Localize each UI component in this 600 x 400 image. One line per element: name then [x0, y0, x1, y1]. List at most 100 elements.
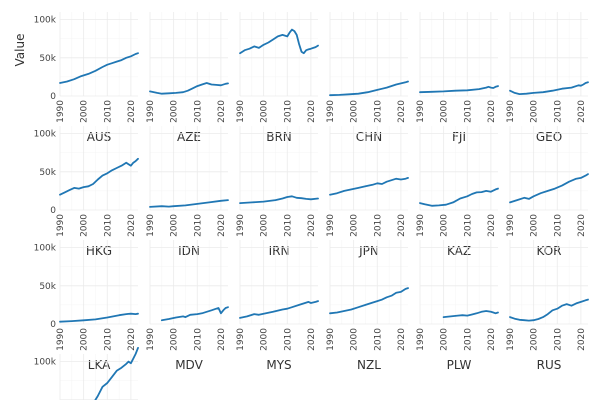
x-tick-label: 2020 — [397, 214, 407, 237]
x-tick-label: 2010 — [283, 214, 293, 237]
x-tick-label: 2000 — [350, 100, 360, 123]
x-tick-label: 2000 — [440, 214, 450, 237]
x-tick-label: 2020 — [217, 100, 227, 123]
x-tick-label: 2020 — [307, 100, 317, 123]
x-tick-label: 1990 — [236, 214, 246, 237]
x-tick-label: 1990 — [416, 328, 426, 351]
facet-title: KOR — [537, 244, 562, 258]
facet-title: MDV — [175, 358, 203, 372]
x-tick-label: 1990 — [326, 214, 336, 237]
facet-title: IRN — [269, 244, 290, 258]
x-tick-label: 2020 — [127, 328, 137, 351]
series-line-mdv — [160, 306, 229, 322]
x-tick-label: 2020 — [487, 100, 497, 123]
x-tick-label: 2010 — [103, 328, 113, 351]
x-tick-label: 2010 — [373, 328, 383, 351]
x-tick-label: 2020 — [397, 100, 407, 123]
y-tick-label: 50k — [39, 54, 56, 64]
series-line-kor — [509, 173, 589, 204]
x-tick-label: 1990 — [416, 214, 426, 237]
x-tick-label: 2020 — [217, 328, 227, 351]
y-tick-label: 0 — [50, 206, 56, 216]
x-tick-label: 2010 — [193, 214, 203, 237]
y-tick-label: 100k — [34, 358, 57, 368]
x-tick-label: 2010 — [283, 100, 293, 123]
x-tick-label: 2010 — [463, 214, 473, 237]
series-line-hkg — [59, 157, 139, 196]
series-line-geo — [509, 81, 589, 95]
x-tick-label: 2000 — [350, 328, 360, 351]
x-tick-label: 2020 — [577, 214, 587, 237]
x-tick-label: 2020 — [217, 214, 227, 237]
x-tick-label: 2010 — [193, 100, 203, 123]
facet-title: RUS — [537, 358, 562, 372]
series-line-jpn — [329, 177, 409, 196]
x-tick-label: 2010 — [373, 214, 383, 237]
x-tick-label: 2000 — [80, 214, 90, 237]
x-tick-label: 2020 — [307, 214, 317, 237]
series-line-nzl — [329, 287, 409, 315]
x-tick-label: 2000 — [260, 100, 270, 123]
x-tick-label: 1990 — [236, 100, 246, 123]
x-tick-label: 2020 — [487, 214, 497, 237]
x-tick-label: 2000 — [260, 328, 270, 351]
y-tick-label: 0 — [50, 320, 56, 330]
x-tick-label: 2000 — [440, 100, 450, 123]
x-tick-label: 1990 — [326, 100, 336, 123]
series-line-fji — [419, 85, 499, 94]
x-tick-label: 2020 — [127, 100, 137, 123]
facet-title: PLW — [447, 358, 472, 372]
y-tick-label: 50k — [39, 168, 56, 178]
facet-title: BRN — [266, 130, 292, 144]
x-tick-label: 2010 — [193, 328, 203, 351]
y-tick-label: 100k — [34, 244, 57, 254]
x-tick-label: 2020 — [487, 328, 497, 351]
y-tick-label: 100k — [34, 130, 57, 140]
x-tick-label: 2020 — [127, 214, 137, 237]
x-tick-label: 2020 — [577, 328, 587, 351]
x-tick-label: 1990 — [56, 100, 66, 123]
x-tick-label: 2010 — [463, 100, 473, 123]
series-line-mys — [239, 300, 319, 319]
series-line-idn — [149, 199, 229, 208]
x-tick-label: 2010 — [553, 214, 563, 237]
x-tick-label: 2000 — [170, 328, 180, 351]
x-tick-label: 2000 — [530, 328, 540, 351]
x-tick-label: 2000 — [440, 328, 450, 351]
series-line-brn — [239, 28, 319, 55]
x-tick-label: 2000 — [80, 328, 90, 351]
series-line-chn — [329, 80, 409, 97]
x-tick-label: 2010 — [463, 328, 473, 351]
series-line-irn — [239, 195, 319, 204]
facet-title: JPN — [358, 244, 379, 258]
x-tick-label: 2000 — [80, 100, 90, 123]
series-line-aus — [59, 52, 139, 84]
series-line-plw — [442, 310, 499, 318]
series-line-aze — [149, 82, 229, 95]
y-tick-label: 0 — [50, 92, 56, 102]
x-tick-label: 2010 — [103, 214, 113, 237]
facet-title: FJI — [452, 130, 466, 144]
x-tick-label: 1990 — [146, 214, 156, 237]
x-tick-label: 2000 — [530, 100, 540, 123]
x-tick-label: 1990 — [506, 100, 516, 123]
x-tick-label: 1990 — [506, 328, 516, 351]
x-tick-label: 2000 — [170, 100, 180, 123]
x-tick-label: 2010 — [373, 100, 383, 123]
facet-title: GEO — [536, 130, 562, 144]
x-tick-label: 2010 — [283, 328, 293, 351]
x-tick-label: 1990 — [326, 328, 336, 351]
x-tick-label: 2000 — [170, 214, 180, 237]
x-tick-label: 1990 — [56, 214, 66, 237]
x-tick-label: 2020 — [307, 328, 317, 351]
x-tick-label: 1990 — [416, 100, 426, 123]
y-tick-label: 100k — [34, 16, 57, 26]
series-line-lka — [59, 312, 139, 323]
x-tick-label: 1990 — [146, 328, 156, 351]
series-line-rus — [509, 298, 589, 322]
series-line-lka — [94, 347, 139, 400]
y-axis-label: Value — [13, 34, 27, 67]
x-tick-label: 2010 — [553, 328, 563, 351]
facet-title: NZL — [357, 358, 381, 372]
